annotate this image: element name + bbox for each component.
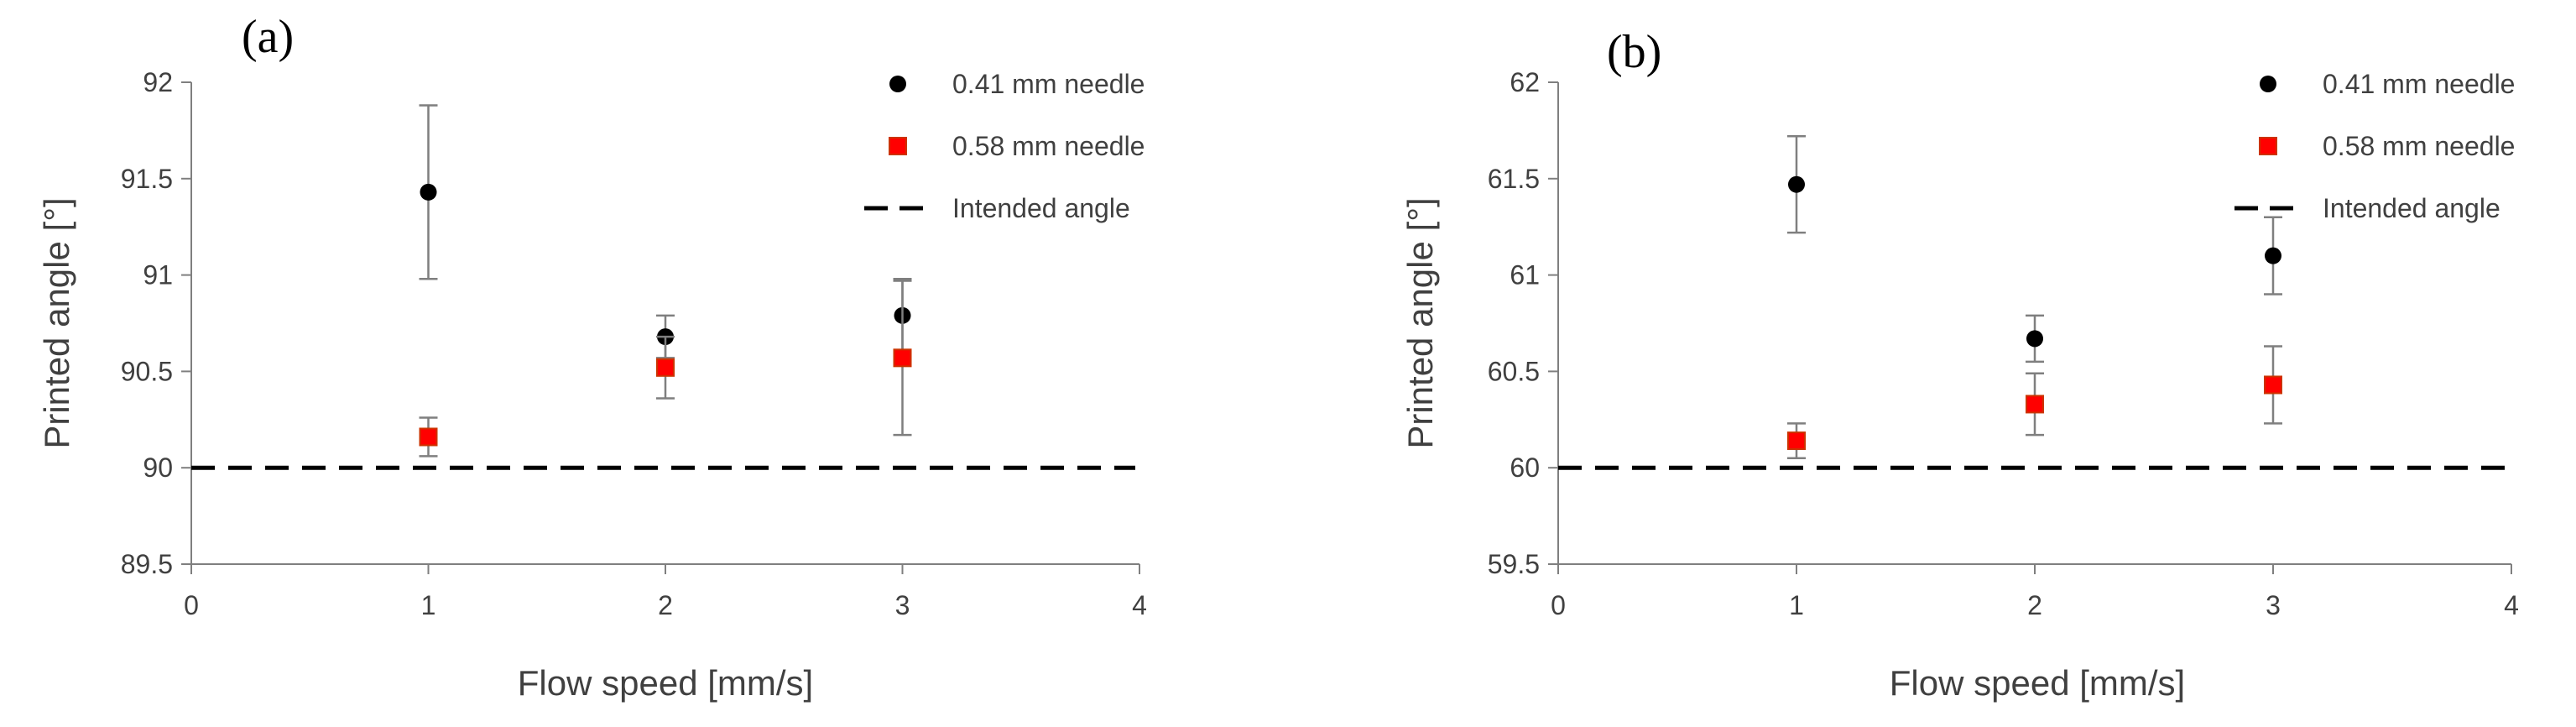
x-tick-label: 1 bbox=[421, 590, 436, 620]
legend-marker-circle bbox=[2260, 76, 2276, 92]
chart-b-svg: 0 1 2 3 4 59.5 60 60.5 61 61.5 62 Flow speed [mm/s]… bbox=[1400, 26, 2519, 703]
y-tick-label: 91.5 bbox=[121, 164, 173, 194]
x-tick-label: 2 bbox=[658, 590, 673, 620]
legend-marker-square bbox=[889, 137, 907, 155]
chart-panel-b: 0 1 2 3 4 59.5 60 60.5 61 61.5 62 Flow speed [mm/s]… bbox=[1288, 0, 2576, 727]
data-point-circle bbox=[420, 183, 437, 201]
y-tick-label: 60 bbox=[1510, 452, 1540, 483]
x-tick-label: 4 bbox=[1132, 590, 1147, 620]
x-axis-label: Flow speed [mm/s] bbox=[518, 663, 813, 703]
y-tick-label: 92 bbox=[143, 67, 173, 97]
legend-marker-circle bbox=[889, 76, 906, 92]
x-tick-label: 0 bbox=[184, 590, 199, 620]
y-tick-label: 59.5 bbox=[1488, 549, 1540, 579]
data-point-square bbox=[2264, 375, 2282, 395]
x-tick-label: 3 bbox=[895, 590, 910, 620]
x-axis-label: Flow speed [mm/s] bbox=[1890, 663, 2185, 703]
y-tick-label: 61.5 bbox=[1488, 164, 1540, 194]
x-tick-label: 3 bbox=[2266, 590, 2281, 620]
legend-label: Intended angle bbox=[952, 193, 1130, 223]
y-tick-label: 91 bbox=[143, 260, 173, 290]
x-tick-label: 4 bbox=[2504, 590, 2519, 620]
panel-label: (b) bbox=[1607, 26, 1661, 78]
y-axis-label: Printed angle [°] bbox=[37, 197, 76, 448]
legend-label: 0.41 mm needle bbox=[952, 69, 1145, 99]
y-tick-label: 89.5 bbox=[121, 549, 173, 579]
x-tick-label: 0 bbox=[1551, 590, 1566, 620]
legend-marker-square bbox=[2259, 137, 2277, 155]
data-point-square bbox=[893, 348, 912, 368]
data-point-square bbox=[656, 358, 675, 377]
legend-label: 0.58 mm needle bbox=[2323, 131, 2515, 161]
y-axis-label: Printed angle [°] bbox=[1400, 197, 1440, 448]
panel-label: (a) bbox=[242, 11, 294, 63]
data-point-square bbox=[419, 427, 438, 447]
legend-label: 0.58 mm needle bbox=[952, 131, 1145, 161]
y-tick-label: 60.5 bbox=[1488, 356, 1540, 386]
data-point-circle bbox=[2026, 330, 2043, 348]
data-point-square bbox=[2026, 395, 2044, 414]
data-point-circle bbox=[2265, 247, 2281, 264]
x-tick-label: 2 bbox=[2027, 590, 2042, 620]
x-tick-label: 1 bbox=[1789, 590, 1804, 620]
data-point-circle bbox=[1788, 175, 1805, 193]
data-point-square bbox=[1787, 431, 1806, 451]
chart-a-svg: 0 1 2 3 4 89.5 90 90.5 91 91.5 92 Flow speed [mm/s]… bbox=[37, 11, 1147, 703]
y-tick-label: 61 bbox=[1510, 260, 1540, 290]
legend-label: 0.41 mm needle bbox=[2323, 69, 2515, 99]
chart-panel-a: 0 1 2 3 4 89.5 90 90.5 91 91.5 92 Flow speed [mm/s]… bbox=[37, 11, 1147, 703]
y-tick-label: 90.5 bbox=[121, 356, 173, 386]
y-tick-label: 90 bbox=[143, 452, 173, 483]
y-tick-label: 62 bbox=[1510, 67, 1540, 97]
legend-label: Intended angle bbox=[2323, 193, 2500, 223]
